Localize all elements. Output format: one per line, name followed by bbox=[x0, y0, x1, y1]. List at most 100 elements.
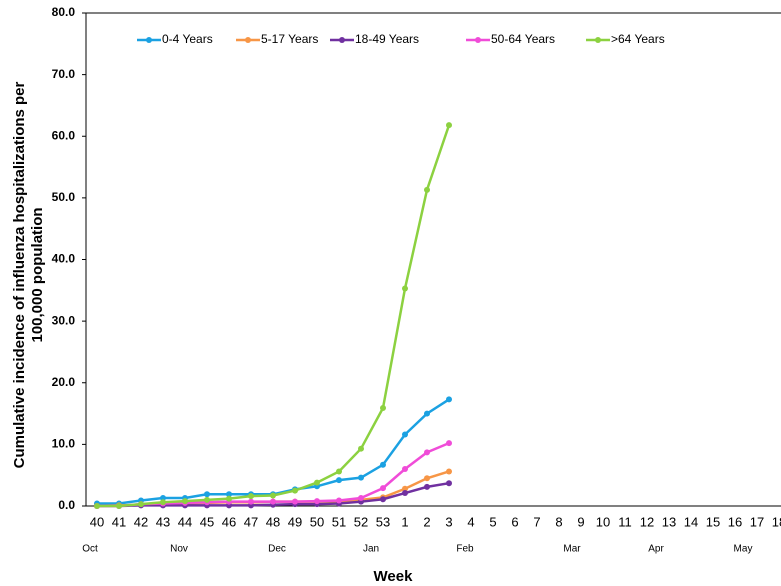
x-tick-label: 11 bbox=[618, 514, 632, 529]
x-tick-label: 15 bbox=[706, 514, 720, 529]
y-tick-label: 70.0 bbox=[52, 67, 76, 81]
data-point bbox=[402, 285, 408, 292]
data-point bbox=[424, 186, 430, 193]
x-tick-label: 50 bbox=[310, 514, 324, 529]
data-point bbox=[424, 410, 430, 417]
series-line bbox=[97, 398, 450, 505]
month-label: Oct bbox=[82, 544, 98, 555]
legend-label: >64 Years bbox=[611, 32, 665, 46]
data-point bbox=[380, 461, 386, 468]
month-label: Apr bbox=[648, 544, 664, 555]
legend-label: 0-4 Years bbox=[162, 32, 213, 46]
data-point bbox=[116, 503, 122, 509]
x-tick-label: 43 bbox=[156, 514, 170, 529]
data-point bbox=[160, 494, 166, 501]
x-tick-label: 40 bbox=[90, 514, 104, 529]
x-tick-label: 17 bbox=[750, 514, 764, 529]
month-label: Dec bbox=[268, 544, 286, 555]
legend-marker bbox=[339, 37, 345, 43]
x-tick-label: 45 bbox=[200, 514, 214, 529]
data-point bbox=[380, 496, 386, 503]
x-tick-label: 2 bbox=[423, 514, 430, 529]
x-tick-label: 48 bbox=[266, 514, 280, 529]
x-tick-label: 42 bbox=[134, 514, 148, 529]
x-tick-label: 10 bbox=[596, 514, 610, 529]
data-point bbox=[446, 122, 452, 129]
data-point bbox=[446, 440, 452, 447]
legend-marker bbox=[595, 37, 601, 43]
data-point bbox=[358, 474, 364, 481]
legend-marker bbox=[245, 37, 251, 43]
data-point bbox=[314, 498, 320, 505]
y-tick-label: 10.0 bbox=[52, 437, 76, 451]
data-point bbox=[446, 480, 452, 487]
data-point bbox=[226, 491, 232, 498]
x-tick-label: 12 bbox=[640, 514, 654, 529]
month-label: Feb bbox=[456, 544, 474, 555]
y-tick-label: 0.0 bbox=[58, 498, 75, 512]
data-point bbox=[204, 491, 210, 498]
legend-item: >64 Years bbox=[586, 32, 665, 46]
data-point bbox=[402, 431, 408, 438]
legend-item: 50-64 Years bbox=[466, 32, 555, 46]
month-label: May bbox=[734, 544, 753, 555]
legend-item: 5-17 Years bbox=[236, 32, 318, 46]
data-point bbox=[160, 499, 166, 506]
data-point bbox=[270, 492, 276, 499]
data-point bbox=[402, 485, 408, 492]
month-label: Jan bbox=[363, 544, 379, 555]
legend-item: 0-4 Years bbox=[137, 32, 213, 46]
data-point bbox=[226, 495, 232, 502]
x-tick-label: 16 bbox=[728, 514, 742, 529]
data-point bbox=[138, 501, 144, 508]
data-point bbox=[248, 493, 254, 500]
x-tick-label: 51 bbox=[332, 514, 346, 529]
data-point bbox=[94, 503, 100, 509]
data-point bbox=[248, 498, 254, 505]
month-label: Mar bbox=[563, 544, 581, 555]
x-tick-label: 9 bbox=[577, 514, 584, 529]
series-line bbox=[97, 124, 451, 508]
x-tick-label: 13 bbox=[662, 514, 676, 529]
data-point bbox=[424, 449, 430, 456]
data-point bbox=[182, 498, 188, 505]
data-point bbox=[292, 498, 298, 505]
x-tick-label: 1 bbox=[401, 514, 408, 529]
data-point bbox=[336, 477, 342, 484]
x-tick-label: 52 bbox=[354, 514, 368, 529]
x-tick-label: 46 bbox=[222, 514, 236, 529]
y-axis-title-line: 100,000 population bbox=[29, 207, 46, 342]
y-tick-label: 80.0 bbox=[52, 5, 76, 19]
data-point bbox=[380, 485, 386, 492]
data-point bbox=[380, 405, 386, 412]
legend-label: 50-64 Years bbox=[491, 32, 555, 46]
y-axis-title-line: Cumulative incidence of influenza hospit… bbox=[11, 81, 28, 468]
data-point bbox=[358, 445, 364, 452]
x-tick-label: 3 bbox=[445, 514, 452, 529]
data-point bbox=[446, 468, 452, 475]
y-tick-label: 20.0 bbox=[52, 375, 76, 389]
month-label: Nov bbox=[170, 544, 188, 555]
x-tick-label: 8 bbox=[555, 514, 562, 529]
x-tick-label: 41 bbox=[112, 514, 126, 529]
data-point bbox=[402, 466, 408, 473]
legend-label: 18-49 Years bbox=[355, 32, 419, 46]
x-tick-label: 5 bbox=[489, 514, 496, 529]
legend-marker bbox=[146, 37, 152, 43]
x-tick-label: 7 bbox=[533, 514, 540, 529]
y-axis-title: Cumulative incidence of influenza hospit… bbox=[11, 81, 46, 468]
y-tick-label: 50.0 bbox=[52, 190, 76, 204]
x-tick-label: 49 bbox=[288, 514, 302, 529]
y-tick-label: 30.0 bbox=[52, 313, 76, 327]
y-tick-label: 40.0 bbox=[52, 252, 76, 266]
y-tick-label: 60.0 bbox=[52, 128, 76, 142]
data-point bbox=[314, 479, 320, 486]
data-point bbox=[204, 496, 210, 503]
x-tick-label: 4 bbox=[467, 514, 474, 529]
x-axis-title: Week bbox=[374, 568, 414, 585]
legend-item: 18-49 Years bbox=[330, 32, 419, 46]
x-tick-label: 18 bbox=[772, 514, 781, 529]
x-tick-label: 6 bbox=[511, 514, 518, 529]
data-point bbox=[424, 475, 430, 482]
